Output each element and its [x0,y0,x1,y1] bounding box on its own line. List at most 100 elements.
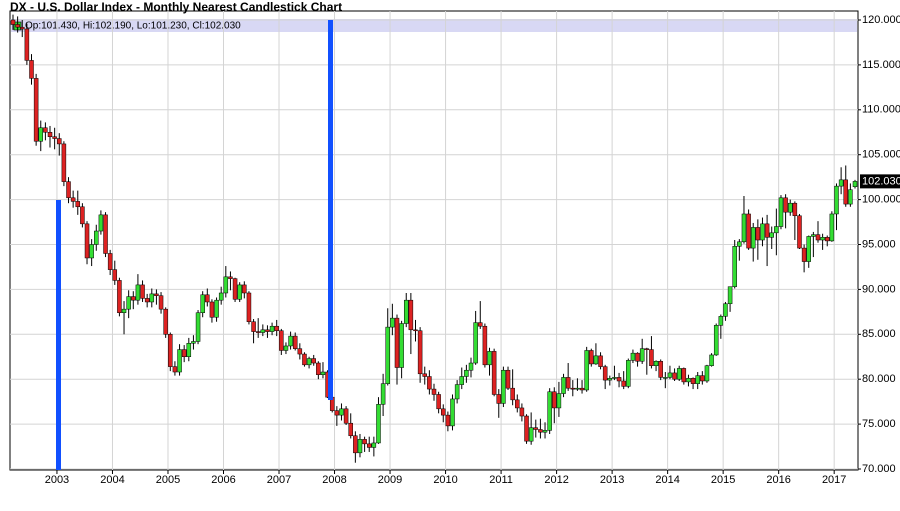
candle-body [653,360,659,366]
candle-body [565,377,571,389]
candle-body [621,380,626,387]
candle-body [690,378,696,384]
candle-body [510,387,515,401]
candle-body [824,237,830,242]
y-tick-label: 105.000 [862,149,900,161]
y-tick-label: 120.000 [862,14,900,26]
candle-body [279,330,284,351]
candle-body [33,78,39,142]
candle-body [52,136,57,139]
candle-body [334,410,340,416]
candle-body [107,253,113,270]
candle-body [394,317,400,368]
candle-body [302,353,307,366]
candle-body [140,284,145,299]
candle-body [242,284,247,294]
candle-body [269,325,275,332]
candle-body [713,325,719,356]
candle-body [70,197,76,202]
candle-body [686,378,691,383]
candle-body [149,293,155,303]
candle-body [838,179,844,187]
candle-body [718,316,724,326]
candle-body [478,322,483,327]
candle-body [232,278,238,300]
candle-body [760,223,765,241]
candle-body [649,349,654,366]
candle-body [542,430,548,433]
candle-body [218,292,224,301]
candle-body [612,377,617,379]
candle-body [681,368,687,383]
candle-body [20,26,25,30]
candle-body [635,352,640,362]
candle-body [38,127,44,142]
candle-body [288,335,293,347]
candle-body [820,237,825,241]
candle-body [265,329,270,332]
candle-body [834,185,839,215]
candle-body [112,269,118,281]
candle-body [445,414,451,427]
candle-body [829,213,835,242]
info-band [11,19,857,32]
candle-body [343,408,349,424]
candle-body [144,298,150,303]
candle-body [552,391,557,409]
last-price-label: 102.030 [862,175,900,187]
candle-body [181,349,187,358]
candle-body [422,373,427,377]
candle-body [195,312,201,342]
candle-body [616,377,622,382]
candle-body [431,388,437,395]
x-tick-label: 2005 [156,474,180,486]
candle-body [75,201,81,208]
y-tick-label: 100.000 [862,194,900,206]
candle-body [769,232,774,238]
candle-body [200,294,205,313]
candle-body [732,246,737,287]
candle-body [792,202,798,217]
candle-body [66,181,71,199]
candle-body [339,408,344,416]
candle-body [385,326,390,384]
candle-body [441,408,446,416]
y-tick-label: 75.000 [862,418,896,430]
drawn-line [56,200,61,470]
y-tick-label: 80.000 [862,373,896,385]
candle-body [672,372,677,380]
candle-body [806,236,811,262]
x-tick-label: 2015 [711,474,735,486]
candle-body [135,284,141,301]
candle-body [15,24,20,28]
candle-body [496,394,502,404]
x-tick-label: 2010 [433,474,457,486]
candle-body [260,329,266,333]
y-tick-label: 110.000 [862,104,900,116]
candle-body [755,227,761,241]
candle-body [723,303,728,317]
candle-body [376,404,381,444]
candle-body [848,189,853,205]
candle-body [348,422,353,437]
candle-body [316,362,321,375]
candle-body [380,383,386,405]
x-tick-label: 2008 [322,474,346,486]
candle-body [459,376,465,385]
candle-body [473,322,478,364]
candle-body [61,143,67,182]
candle-body [505,369,511,389]
x-tick-label: 2011 [489,474,513,486]
candle-body [700,375,705,382]
candle-body [852,181,858,188]
y-tick-label: 95.000 [862,238,896,250]
candle-body [43,127,48,133]
candle-body [163,308,168,335]
candle-body [584,350,589,391]
candle-body [663,377,668,379]
candle-body [29,60,34,79]
candle-body [556,393,562,409]
y-tick-label: 90.000 [862,283,896,295]
candle-body [306,358,312,366]
candle-body [579,387,585,391]
